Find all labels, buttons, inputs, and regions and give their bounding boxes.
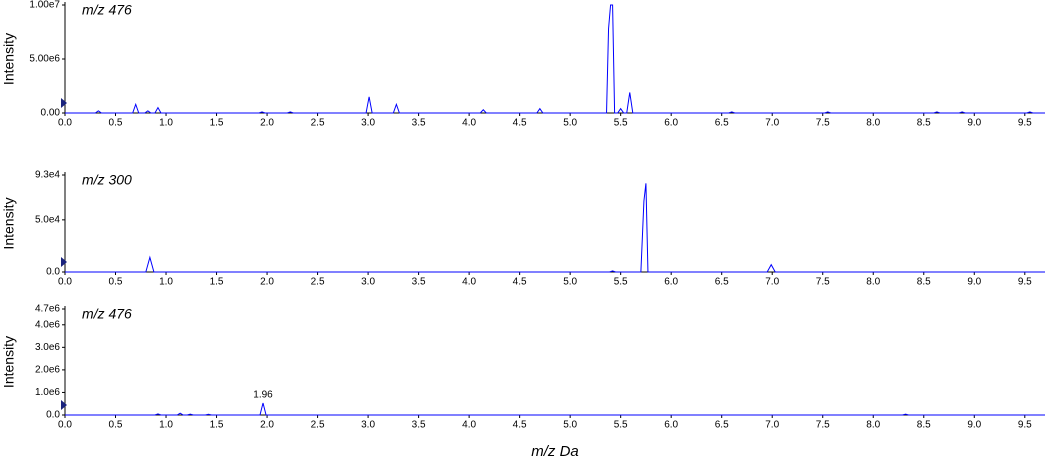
x-tick-label: 9.5 [1018,118,1032,129]
y-tick-label: 0.0 [46,267,60,278]
x-tick-label: 6.0 [664,277,678,288]
y-tick-label: 5.00e6 [29,54,60,65]
baseline-marker [61,98,67,108]
x-tick-label: 4.5 [513,277,527,288]
x-tick-label: 3.0 [361,118,375,129]
y-tick-label: 4.0e6 [35,319,60,330]
x-tick-label: 0.0 [58,420,72,431]
x-tick-label: 7.5 [816,118,830,129]
x-tick-label: 1.0 [159,118,173,129]
y-axis-label: Intensity [1,33,17,85]
panel-title: m/z 476 [82,2,132,18]
x-tick-label: 3.0 [361,420,375,431]
x-tick-label: 0.5 [109,118,123,129]
x-tick-label: 5.5 [614,420,628,431]
x-tick-label: 0.5 [109,420,123,431]
x-tick-label: 5.0 [563,118,577,129]
chromatogram-line [65,183,1045,273]
y-axis-label: Intensity [1,336,17,388]
x-tick-label: 2.5 [311,118,325,129]
y-tick-label: 1.00e7 [29,0,60,11]
y-tick-label: 3.0e6 [35,342,60,353]
x-tick-label: 1.5 [210,420,224,431]
x-tick-label: 1.5 [210,277,224,288]
panel-title: m/z 300 [82,172,132,188]
x-tick-label: 8.0 [866,420,880,431]
x-axis-label: m/z Da [531,443,579,460]
x-tick-label: 1.0 [159,420,173,431]
baseline-marker [61,400,67,410]
x-tick-label: 8.0 [866,118,880,129]
peak-annotation: 1.96 [253,390,273,401]
panel-title: m/z 476 [82,306,132,322]
y-tick-label: 5.0e4 [35,214,60,225]
x-tick-label: 7.0 [765,118,779,129]
x-tick-label: 0.0 [58,277,72,288]
x-tick-label: 7.5 [816,277,830,288]
x-tick-label: 2.0 [260,277,274,288]
y-tick-label: 9.3e4 [35,170,60,181]
x-tick-label: 3.5 [412,118,426,129]
x-tick-label: 5.5 [614,118,628,129]
x-tick-label: 9.5 [1018,420,1032,431]
x-tick-label: 6.0 [664,118,678,129]
chromatogram-line [65,4,1045,114]
x-tick-label: 4.0 [462,420,476,431]
x-tick-label: 8.5 [917,277,931,288]
x-tick-label: 5.0 [563,420,577,431]
x-tick-label: 2.5 [311,277,325,288]
x-tick-label: 4.5 [513,420,527,431]
y-axis-label: Intensity [1,197,17,249]
x-tick-label: 8.5 [917,420,931,431]
x-tick-label: 7.0 [765,420,779,431]
x-tick-label: 7.0 [765,277,779,288]
x-tick-label: 9.0 [967,420,981,431]
x-tick-label: 4.5 [513,118,527,129]
y-tick-label: 1.0e6 [35,387,60,398]
x-tick-label: 1.0 [159,277,173,288]
x-tick-label: 5.5 [614,277,628,288]
chromatogram-line [65,402,1045,416]
x-tick-label: 4.0 [462,277,476,288]
x-tick-label: 6.5 [715,420,729,431]
x-tick-label: 9.0 [967,118,981,129]
x-tick-label: 1.5 [210,118,224,129]
y-tick-label: 2.0e6 [35,365,60,376]
baseline-marker [61,257,67,267]
x-tick-label: 0.5 [109,277,123,288]
x-tick-label: 5.0 [563,277,577,288]
x-tick-label: 4.0 [462,118,476,129]
x-tick-label: 3.5 [412,277,426,288]
x-tick-label: 6.5 [715,118,729,129]
x-tick-label: 6.5 [715,277,729,288]
x-tick-label: 3.5 [412,420,426,431]
y-tick-label: 4.7e6 [35,304,60,315]
x-tick-label: 6.0 [664,420,678,431]
x-tick-label: 2.0 [260,420,274,431]
y-tick-label: 0.00 [41,108,61,119]
x-tick-label: 7.5 [816,420,830,431]
x-tick-label: 9.0 [967,277,981,288]
x-tick-label: 9.5 [1018,277,1032,288]
x-tick-label: 2.0 [260,118,274,129]
x-tick-label: 8.0 [866,277,880,288]
x-tick-label: 8.5 [917,118,931,129]
x-tick-label: 3.0 [361,277,375,288]
x-tick-label: 0.0 [58,118,72,129]
x-tick-label: 2.5 [311,420,325,431]
y-tick-label: 0.0 [46,410,60,421]
